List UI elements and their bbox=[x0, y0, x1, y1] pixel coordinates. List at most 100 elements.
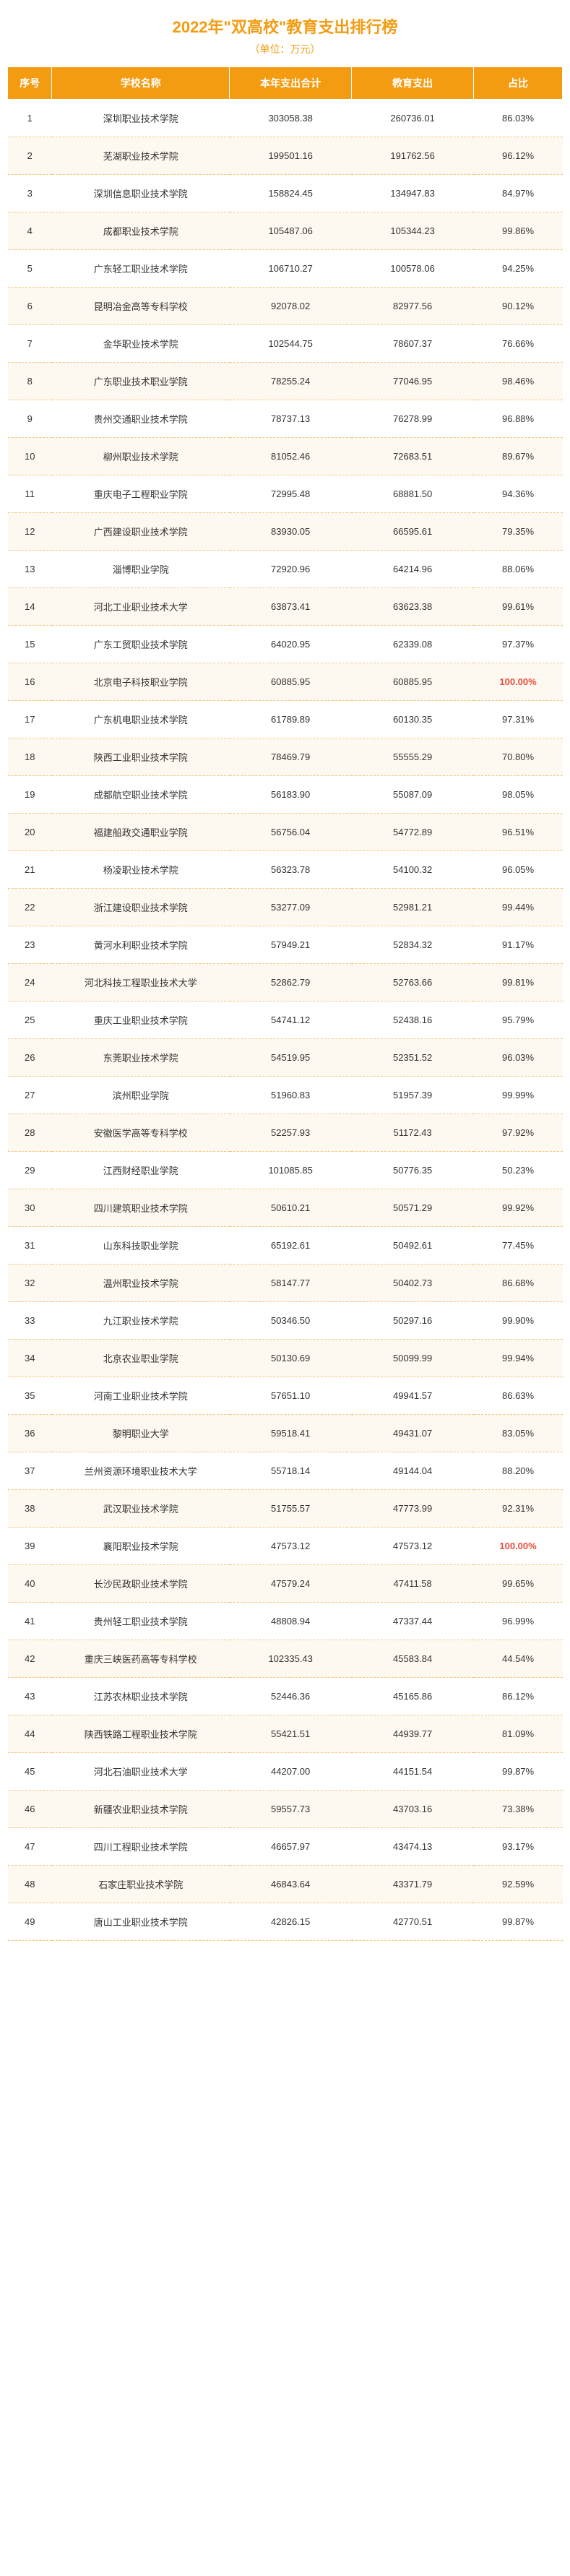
cell-name: 九江职业技术学院 bbox=[52, 1302, 230, 1340]
cell-name: 重庆三峡医药高等专科学校 bbox=[52, 1640, 230, 1678]
cell-name: 滨州职业学院 bbox=[52, 1077, 230, 1114]
cell-name: 温州职业技术学院 bbox=[52, 1265, 230, 1302]
cell-name: 深圳职业技术学院 bbox=[52, 100, 230, 137]
page-title: 2022年"双高校"教育支出排行榜 bbox=[7, 14, 563, 38]
cell-total: 92078.02 bbox=[230, 288, 352, 325]
cell-pct: 99.99% bbox=[474, 1077, 563, 1114]
cell-pct: 100.00% bbox=[474, 1528, 563, 1565]
cell-edu: 49431.07 bbox=[352, 1415, 474, 1452]
cell-name: 新疆农业职业技术学院 bbox=[52, 1791, 230, 1828]
cell-edu: 55555.29 bbox=[352, 738, 474, 776]
cell-index: 18 bbox=[8, 738, 52, 776]
cell-index: 46 bbox=[8, 1791, 52, 1828]
cell-pct: 96.88% bbox=[474, 400, 563, 438]
cell-edu: 50492.61 bbox=[352, 1227, 474, 1265]
cell-pct: 90.12% bbox=[474, 288, 563, 325]
cell-edu: 60885.95 bbox=[352, 663, 474, 701]
cell-total: 59518.41 bbox=[230, 1415, 352, 1452]
cell-name: 广东职业技术职业学院 bbox=[52, 363, 230, 400]
table-row: 36黎明职业大学59518.4149431.0783.05% bbox=[8, 1415, 563, 1452]
cell-index: 37 bbox=[8, 1452, 52, 1490]
cell-edu: 72683.51 bbox=[352, 438, 474, 475]
table-row: 43江苏农林职业技术学院52446.3645165.8686.12% bbox=[8, 1678, 563, 1715]
cell-pct: 89.67% bbox=[474, 438, 563, 475]
cell-total: 61789.89 bbox=[230, 701, 352, 738]
cell-edu: 51172.43 bbox=[352, 1114, 474, 1152]
cell-total: 78469.79 bbox=[230, 738, 352, 776]
cell-edu: 44151.54 bbox=[352, 1753, 474, 1791]
cell-index: 27 bbox=[8, 1077, 52, 1114]
cell-name: 柳州职业技术学院 bbox=[52, 438, 230, 475]
cell-pct: 91.17% bbox=[474, 926, 563, 964]
table-row: 9贵州交通职业技术学院78737.1376278.9996.88% bbox=[8, 400, 563, 438]
cell-edu: 64214.96 bbox=[352, 551, 474, 588]
table-body: 1深圳职业技术学院303058.38260736.0186.03%2芜湖职业技术… bbox=[8, 100, 563, 1941]
table-row: 8广东职业技术职业学院78255.2477046.9598.46% bbox=[8, 363, 563, 400]
cell-total: 48808.94 bbox=[230, 1603, 352, 1640]
cell-name: 武汉职业技术学院 bbox=[52, 1490, 230, 1528]
cell-total: 303058.38 bbox=[230, 100, 352, 137]
table-row: 46新疆农业职业技术学院59557.7343703.1673.38% bbox=[8, 1791, 563, 1828]
cell-name: 黄河水利职业技术学院 bbox=[52, 926, 230, 964]
cell-index: 12 bbox=[8, 513, 52, 551]
cell-edu: 50776.35 bbox=[352, 1152, 474, 1189]
cell-index: 14 bbox=[8, 588, 52, 626]
cell-index: 5 bbox=[8, 250, 52, 288]
cell-index: 4 bbox=[8, 212, 52, 250]
table-row: 42重庆三峡医药高等专科学校102335.4345583.8444.54% bbox=[8, 1640, 563, 1678]
table-header-row: 序号 学校名称 本年支出合计 教育支出 占比 bbox=[8, 67, 563, 100]
cell-pct: 86.03% bbox=[474, 100, 563, 137]
cell-name: 成都职业技术学院 bbox=[52, 212, 230, 250]
cell-total: 56183.90 bbox=[230, 776, 352, 814]
cell-total: 72920.96 bbox=[230, 551, 352, 588]
cell-index: 45 bbox=[8, 1753, 52, 1791]
cell-total: 42826.15 bbox=[230, 1903, 352, 1941]
cell-edu: 50571.29 bbox=[352, 1189, 474, 1227]
cell-index: 36 bbox=[8, 1415, 52, 1452]
cell-pct: 99.86% bbox=[474, 212, 563, 250]
cell-pct: 96.12% bbox=[474, 137, 563, 175]
table-row: 34北京农业职业学院50130.6950099.9999.94% bbox=[8, 1340, 563, 1377]
cell-name: 金华职业技术学院 bbox=[52, 325, 230, 363]
cell-pct: 70.80% bbox=[474, 738, 563, 776]
cell-edu: 49941.57 bbox=[352, 1377, 474, 1415]
cell-pct: 97.31% bbox=[474, 701, 563, 738]
cell-pct: 86.68% bbox=[474, 1265, 563, 1302]
cell-index: 8 bbox=[8, 363, 52, 400]
cell-total: 50130.69 bbox=[230, 1340, 352, 1377]
table-row: 26东莞职业技术学院54519.9552351.5296.03% bbox=[8, 1039, 563, 1077]
cell-pct: 100.00% bbox=[474, 663, 563, 701]
cell-index: 29 bbox=[8, 1152, 52, 1189]
cell-name: 广东机电职业技术学院 bbox=[52, 701, 230, 738]
cell-index: 32 bbox=[8, 1265, 52, 1302]
cell-edu: 78607.37 bbox=[352, 325, 474, 363]
cell-edu: 52981.21 bbox=[352, 889, 474, 926]
table-row: 6昆明冶金高等专科学校92078.0282977.5690.12% bbox=[8, 288, 563, 325]
cell-edu: 76278.99 bbox=[352, 400, 474, 438]
cell-index: 21 bbox=[8, 851, 52, 889]
cell-name: 重庆工业职业技术学院 bbox=[52, 1001, 230, 1039]
cell-name: 陕西铁路工程职业技术学院 bbox=[52, 1715, 230, 1753]
table-row: 33九江职业技术学院50346.5050297.1699.90% bbox=[8, 1302, 563, 1340]
cell-index: 10 bbox=[8, 438, 52, 475]
table-row: 48石家庄职业技术学院46843.6443371.7992.59% bbox=[8, 1866, 563, 1903]
cell-name: 广东轻工职业技术学院 bbox=[52, 250, 230, 288]
cell-index: 49 bbox=[8, 1903, 52, 1941]
cell-edu: 52351.52 bbox=[352, 1039, 474, 1077]
cell-pct: 93.17% bbox=[474, 1828, 563, 1866]
cell-total: 51755.57 bbox=[230, 1490, 352, 1528]
table-row: 3深圳信息职业技术学院158824.45134947.8384.97% bbox=[8, 175, 563, 212]
table-row: 19成都航空职业技术学院56183.9055087.0998.05% bbox=[8, 776, 563, 814]
cell-index: 33 bbox=[8, 1302, 52, 1340]
cell-total: 63873.41 bbox=[230, 588, 352, 626]
cell-name: 杨凌职业技术学院 bbox=[52, 851, 230, 889]
cell-index: 48 bbox=[8, 1866, 52, 1903]
cell-total: 57651.10 bbox=[230, 1377, 352, 1415]
cell-edu: 191762.56 bbox=[352, 137, 474, 175]
cell-edu: 47773.99 bbox=[352, 1490, 474, 1528]
cell-pct: 94.36% bbox=[474, 475, 563, 513]
cell-name: 深圳信息职业技术学院 bbox=[52, 175, 230, 212]
cell-pct: 84.97% bbox=[474, 175, 563, 212]
cell-name: 贵州交通职业技术学院 bbox=[52, 400, 230, 438]
cell-name: 江苏农林职业技术学院 bbox=[52, 1678, 230, 1715]
